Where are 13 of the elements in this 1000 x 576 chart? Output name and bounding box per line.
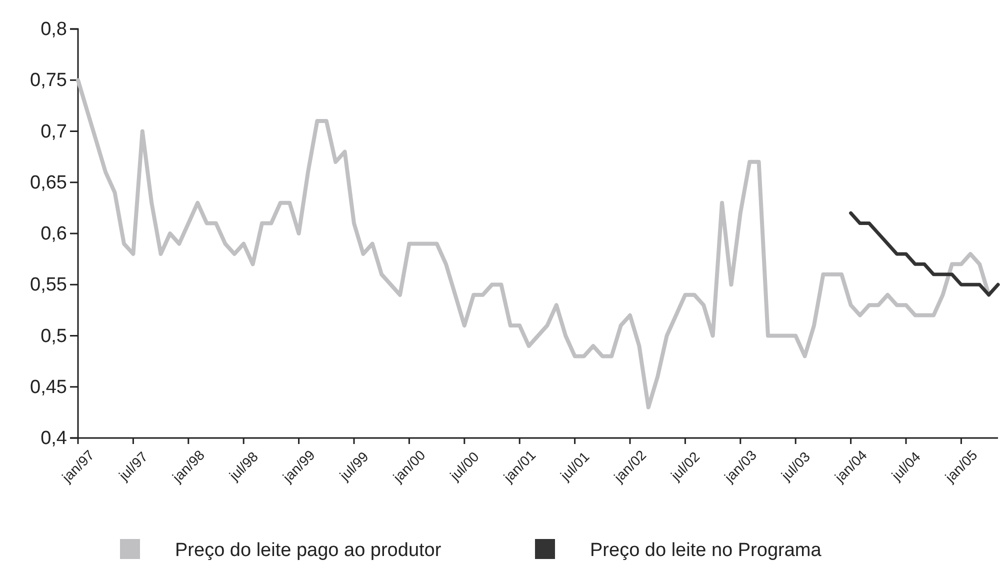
y-tick-label: 0,65	[30, 172, 67, 194]
y-tick-label: 0,8	[40, 19, 67, 40]
line-series	[76, 78, 991, 410]
y-tick-label: 0,45	[30, 376, 67, 398]
y-tick-label: 0,5	[40, 326, 67, 347]
line-series	[849, 211, 1000, 297]
y-tick-label: 0,75	[30, 70, 67, 92]
legend-label: Preço do leite no Programa	[590, 540, 822, 561]
y-tick-label: 0,55	[30, 274, 67, 296]
y-tick-label: 0,6	[40, 224, 67, 245]
y-tick-label: 0,7	[40, 121, 67, 142]
legend-label: Preço do leite pago ao produtor	[175, 540, 442, 561]
y-tick-label: 0,4	[40, 428, 68, 450]
